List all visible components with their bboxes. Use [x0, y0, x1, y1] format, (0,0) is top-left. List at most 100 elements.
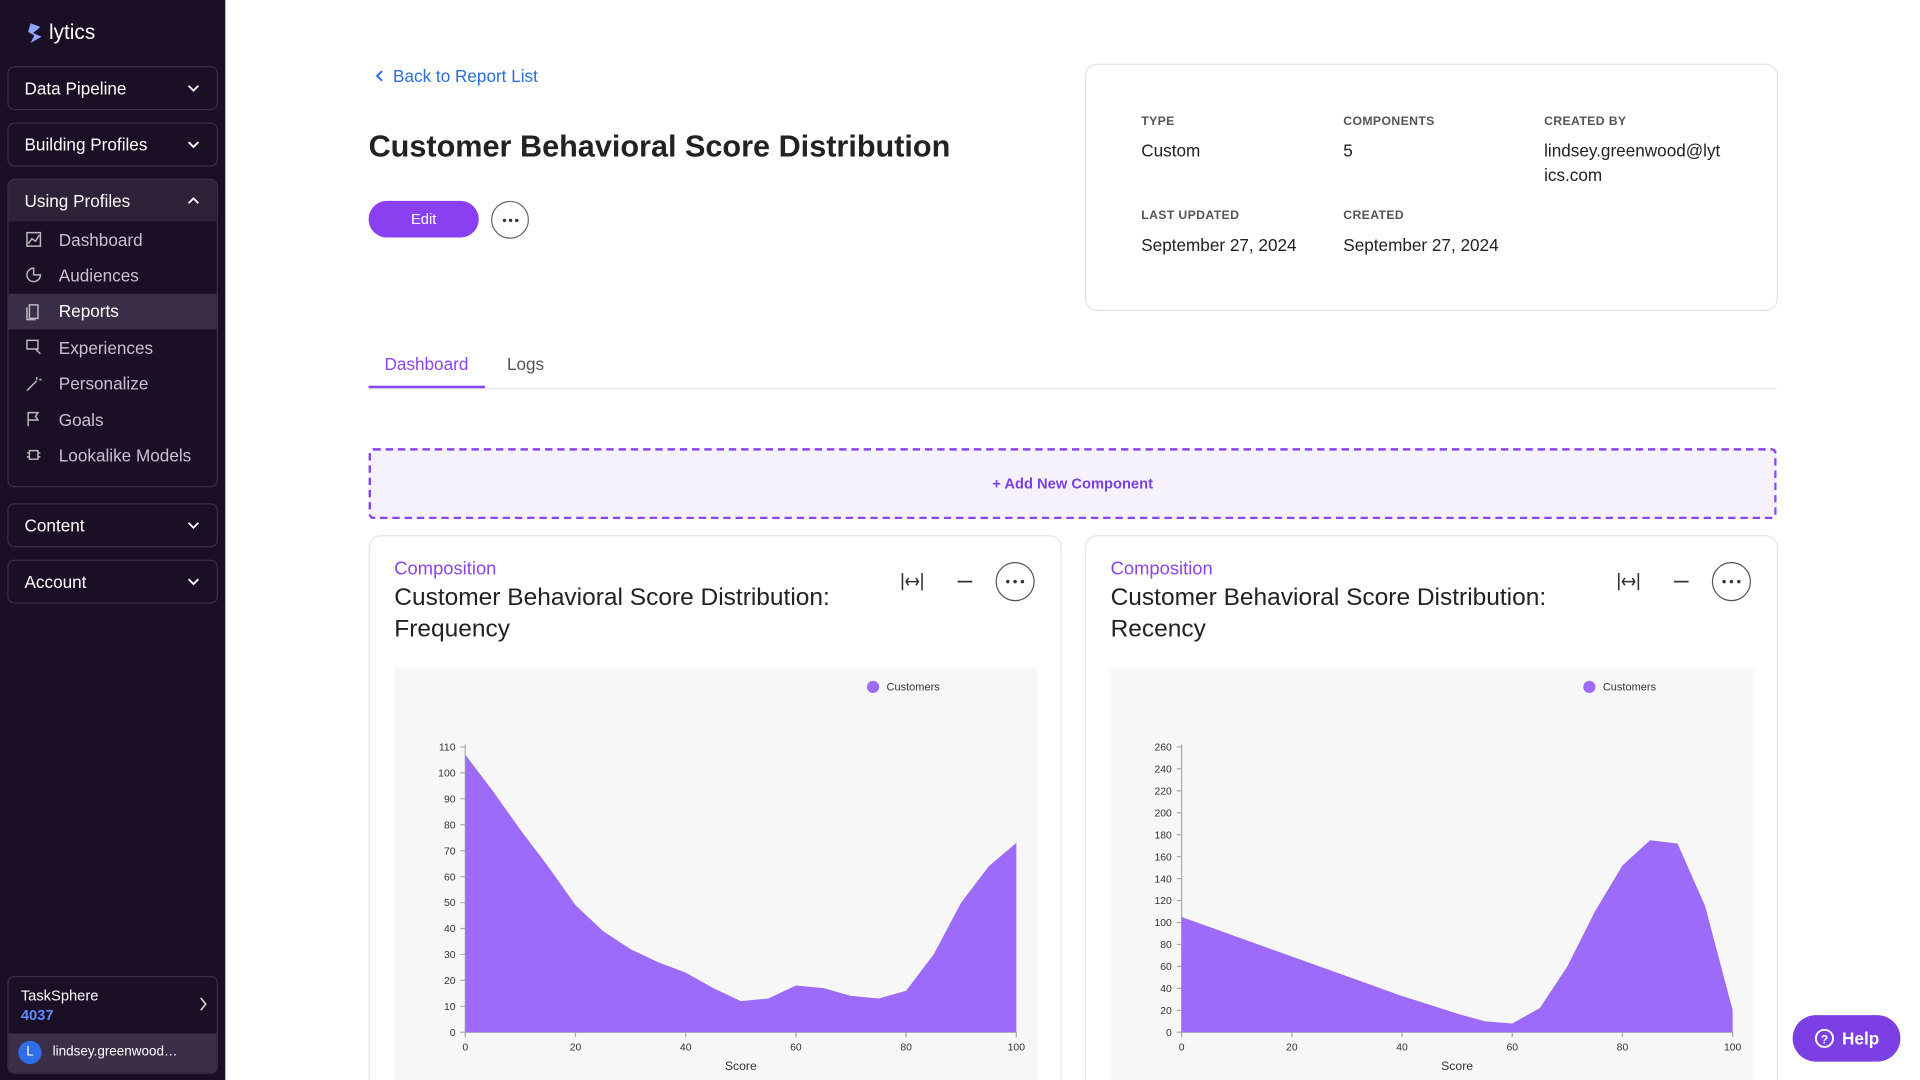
- chevron: [187, 141, 200, 149]
- nav-icon: [26, 231, 42, 247]
- y-tick-label: 0: [1166, 1028, 1172, 1039]
- nav-header[interactable]: Building Profiles: [9, 124, 217, 166]
- meta-label: COMPONENTS: [1343, 115, 1435, 129]
- y-tick-label: 60: [1160, 962, 1172, 973]
- dot: [1020, 579, 1025, 584]
- y-tick-label: 220: [1154, 787, 1172, 798]
- y-tick-label: 60: [444, 872, 456, 883]
- nav-item-label: Reports: [58, 301, 119, 322]
- chevron-path: [187, 141, 200, 149]
- nav-item[interactable]: Audiences: [9, 258, 217, 294]
- nav-item[interactable]: Personalize: [9, 366, 217, 402]
- meta-card: TYPE Custom COMPONENTS 5 CREATED BY lindsey.g…: [1084, 63, 1778, 312]
- x-tick-label: 100: [1724, 1043, 1742, 1054]
- resize-icon[interactable]: [901, 573, 923, 591]
- chart-area: 0 20 40 60 80 100 120 140 160 180 200 220 240 260 0 20 4…: [1110, 667, 1754, 1080]
- nav-section: Account: [7, 559, 218, 604]
- meta-value: Custom: [1141, 140, 1201, 161]
- nav-section: Building Profiles: [7, 122, 218, 167]
- nav-icon: [27, 411, 40, 427]
- icon-path: [26, 267, 42, 283]
- more-button[interactable]: [1711, 562, 1752, 602]
- icon-path: [27, 411, 40, 427]
- y-tick-label: 80: [1160, 940, 1172, 951]
- more-button[interactable]: [491, 200, 529, 239]
- brand: lytics: [27, 21, 95, 45]
- x-tick-label: 60: [790, 1043, 802, 1054]
- nav-label: Content: [24, 515, 85, 536]
- more-button[interactable]: [995, 562, 1035, 602]
- nav-icon: [26, 339, 41, 355]
- meta-value: September 27, 2024: [1343, 235, 1499, 255]
- avatar: L: [18, 1040, 42, 1065]
- nav-item[interactable]: Reports: [8, 293, 217, 330]
- chevron-path: [187, 85, 200, 92]
- y-tick-label: 140: [1154, 874, 1172, 885]
- user-name: lindsey.greenwood…: [52, 1044, 178, 1060]
- dot: [1006, 579, 1010, 584]
- sidebar: lytics Data Pipeline Building Profiles Usi…: [0, 0, 226, 1080]
- nav-header[interactable]: Data Pipeline: [9, 67, 217, 109]
- nav-header[interactable]: Content: [9, 504, 217, 546]
- resize-icon[interactable]: [1617, 573, 1640, 591]
- back-link[interactable]: Back to Report List: [373, 66, 538, 86]
- nav-icon: [26, 376, 42, 391]
- y-tick-label: 100: [438, 769, 456, 780]
- x-tick-label: 100: [1008, 1043, 1026, 1054]
- y-tick-label: 40: [444, 924, 456, 935]
- nav-item[interactable]: Dashboard: [9, 222, 217, 258]
- area: [465, 754, 1017, 1033]
- x-tick-label: 20: [1286, 1043, 1298, 1054]
- nav-item[interactable]: Goals: [9, 402, 217, 438]
- back-text: Back to Report List: [393, 66, 538, 86]
- dot: [1013, 579, 1017, 584]
- chevron: [187, 85, 200, 92]
- back-icon: [375, 70, 383, 82]
- chart: 0 20 40 60 80 100 120 140 160 180 200 220 240 260 0 20 4…: [1154, 680, 1742, 1073]
- meta-label: CREATED: [1343, 209, 1405, 223]
- help-button[interactable]: ? Help: [1792, 1015, 1901, 1062]
- legend-label: Customers: [887, 682, 941, 694]
- y-tick-label: 40: [1160, 984, 1172, 995]
- user-row[interactable]: L lindsey.greenwood…: [8, 1033, 217, 1073]
- nav-section: Content: [7, 503, 218, 548]
- component-card: Composition Customer Behavioral Score Dis…: [1084, 535, 1778, 1080]
- chart-area: 0 10 20 30 40 50 60 70 80 90 100 110 0 20 40 60 80 100 Sco…: [394, 667, 1038, 1080]
- area: [1181, 840, 1733, 1033]
- y-tick-label: 20: [444, 976, 456, 987]
- nav-label: Using Profiles: [24, 191, 131, 211]
- legend-dot: [1583, 680, 1596, 694]
- meta-field: TYPE Custom: [1141, 115, 1319, 163]
- y-tick-label: 120: [1154, 896, 1172, 907]
- nav-header[interactable]: Account: [9, 561, 217, 603]
- nav-item[interactable]: Experiences: [9, 330, 217, 366]
- add-component[interactable]: + Add New Component: [368, 448, 1777, 520]
- tab[interactable]: Logs: [506, 353, 545, 374]
- meta-value: lindsey.greenwood@lytics.com: [1544, 140, 1721, 185]
- y-tick-label: 240: [1154, 765, 1172, 776]
- workspace-name: TaskSphere: [20, 986, 99, 1005]
- y-tick-label: 100: [1154, 918, 1172, 929]
- component-card: Composition Customer Behavioral Score Dis…: [368, 535, 1062, 1080]
- nav-item-label: Goals: [58, 409, 104, 430]
- edit-button[interactable]: Edit: [368, 200, 479, 238]
- legend-label: Customers: [1603, 682, 1657, 694]
- meta-label: TYPE: [1141, 115, 1175, 129]
- y-tick-label: 0: [450, 1028, 456, 1039]
- workspace-box[interactable]: TaskSphere 4037 L lindsey.greenwood…: [7, 975, 218, 1074]
- x-axis-label: Score: [725, 1059, 757, 1073]
- nav-section: Data Pipeline: [7, 66, 218, 111]
- dot: [1722, 579, 1726, 584]
- nav-header[interactable]: Using Profiles: [8, 180, 217, 222]
- tab[interactable]: Dashboard: [368, 354, 485, 389]
- meta-label: CREATED BY: [1544, 115, 1627, 129]
- chevron: [187, 522, 200, 530]
- chevron: [187, 578, 200, 586]
- legend-dot: [866, 680, 880, 694]
- y-tick-label: 30: [444, 950, 456, 961]
- dot: [1729, 579, 1734, 584]
- nav-item[interactable]: Lookalike Models: [9, 438, 217, 474]
- chevron-path: [187, 197, 200, 204]
- x-axis-label: Score: [1441, 1059, 1473, 1073]
- logo: [28, 23, 42, 43]
